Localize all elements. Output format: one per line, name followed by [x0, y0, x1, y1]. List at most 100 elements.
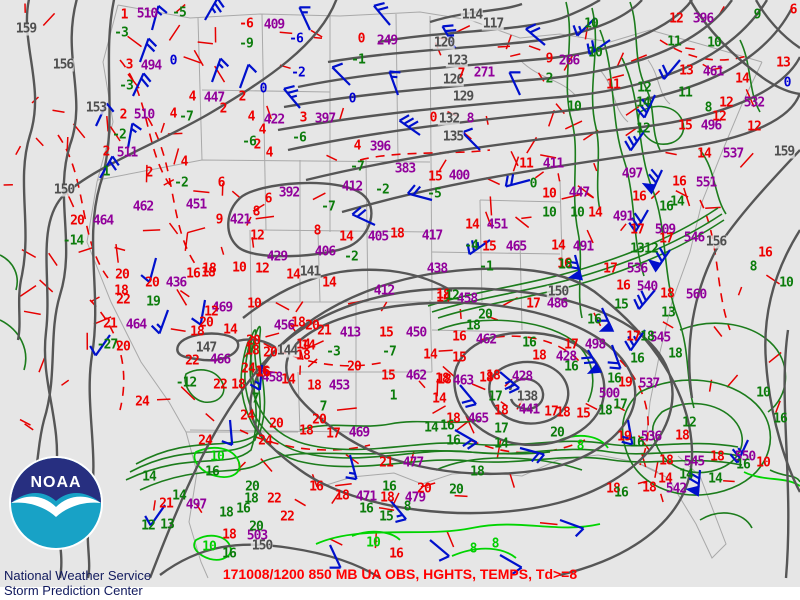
station-dewpoint-label: 7 [251, 391, 260, 407]
station-height-label: 417 [421, 228, 444, 244]
station-dewpoint-label: -7 [350, 159, 365, 175]
height-contour-label: 147 [194, 340, 217, 356]
station-height-label: 421 [229, 212, 252, 228]
station-height-label: 400 [448, 168, 471, 184]
station-temp-label: 20 [312, 412, 327, 428]
station-dewpoint-label: 14 [172, 488, 187, 504]
station-dewpoint-label: -7 [179, 109, 194, 125]
station-height-label: 266 [558, 53, 581, 69]
station-height-label: 456 [273, 318, 296, 334]
station-dewpoint-label: 11 [667, 34, 682, 50]
station-temp-label: 16 [389, 546, 404, 562]
station-temp-label: 4 [353, 138, 362, 154]
height-contour-label: 156 [51, 57, 74, 73]
station-dewpoint-label: 18 [558, 257, 573, 273]
station-height-label: 411 [542, 156, 565, 172]
station-temp-label: 2 [119, 107, 128, 123]
station-temp-label: 17 [630, 222, 645, 238]
station-dewpoint-label: 16 [607, 371, 622, 387]
station-temp-label: 18 [556, 405, 571, 421]
station-height-label: 451 [185, 197, 208, 213]
station-temp-label: 18 [390, 226, 405, 242]
station-temp-label: 16 [186, 266, 201, 282]
station-temp-label: 17 [564, 337, 579, 353]
station-temp-label: 20 [246, 333, 261, 349]
footer-line-nws: National Weather Service [4, 568, 152, 583]
height-contour-label: 141 [298, 264, 321, 280]
station-dewpoint-label: 14 [679, 467, 694, 483]
station-temp-label: 18 [436, 287, 451, 303]
station-temp-label: 19 [617, 429, 632, 445]
station-temp-label: 3 [299, 110, 308, 126]
station-temp-label: 18 [291, 315, 306, 331]
height-contour-label: 156 [704, 234, 727, 250]
station-temp-label: 24 [241, 361, 256, 377]
height-contour-label: 150 [52, 182, 75, 198]
station-dewpoint-label: 16 [587, 312, 602, 328]
station-temp-label: 18 [231, 377, 246, 393]
station-temp-label: 10 [232, 260, 247, 276]
height-contour-label: 117 [481, 16, 504, 32]
station-dewpoint-label: 14 [494, 436, 509, 452]
station-dewpoint-label: 16 [630, 351, 645, 367]
station-temp-label: 18 [335, 488, 350, 504]
station-temp-label: 12 [712, 109, 727, 125]
station-temp-label: -6 [239, 16, 254, 32]
station-height-label: 500 [598, 386, 621, 402]
station-temp-blue-label: 0 [348, 91, 357, 107]
station-temp-blue-label: 0 [259, 81, 268, 97]
station-height-label: 509 [654, 222, 677, 238]
station-dewpoint-label: 16 [205, 464, 220, 480]
station-dewpoint-label: 16 [659, 199, 674, 215]
station-temp-label: 14 [735, 71, 750, 87]
station-temp-label: 14 [301, 338, 316, 354]
station-temp-label: 18 [642, 480, 657, 496]
height-contour-label: 135 [441, 129, 464, 145]
dewpoint-contour-label: 8 [491, 536, 500, 552]
station-dewpoint-label: 20 [550, 425, 565, 441]
station-dewpoint-label: 13 [661, 305, 676, 321]
station-temp-label: 8 [313, 223, 322, 239]
station-temp-label: 10 [247, 296, 262, 312]
station-temp-label: 12 [747, 119, 762, 135]
station-temp-label: 9 [545, 51, 554, 67]
station-temp-label: 18 [307, 378, 322, 394]
station-temp-label: 0 [357, 31, 366, 47]
station-dewpoint-label: -6 [292, 130, 307, 146]
station-dewpoint-label: -27 [96, 337, 119, 353]
station-dewpoint-label: 14 [636, 95, 651, 111]
station-temp-label: 21 [159, 496, 174, 512]
station-temp-label: 8 [252, 204, 261, 220]
dewpoint-contour-label: 10 [210, 449, 225, 465]
station-dewpoint-label: -4 [464, 238, 479, 254]
station-temp-label: 14 [436, 290, 451, 306]
station-temp-label: 13 [679, 63, 694, 79]
station-height-label: 405 [367, 229, 390, 245]
station-height-label: 542 [665, 481, 688, 497]
height-contour-label: 123 [445, 53, 468, 69]
station-dewpoint-label: -2 [174, 175, 189, 191]
station-temp-label: 20 [116, 339, 131, 355]
station-dewpoint-label: 10 [567, 99, 582, 115]
station-height-label: 406 [314, 244, 337, 260]
station-temp-label: 18 [532, 348, 547, 364]
station-height-label: 536 [640, 429, 663, 445]
station-temp-label: 4 [180, 154, 189, 170]
station-dewpoint-label: 10 [542, 205, 557, 221]
station-dewpoint-label: 20 [249, 519, 264, 535]
station-dewpoint-label: -7 [321, 199, 336, 215]
station-temp-label: 20 [70, 213, 85, 229]
station-height-label: 551 [695, 175, 718, 191]
station-height-label: 465 [467, 411, 490, 427]
dewpoint-contour-label: 10 [202, 539, 217, 555]
station-dewpoint-label: 16 [736, 457, 751, 473]
station-temp-label: 14 [465, 217, 480, 233]
station-dewpoint-label: 17 [488, 389, 503, 405]
station-temp-label: 12 [250, 228, 265, 244]
station-dewpoint-label: 19 [146, 294, 161, 310]
station-dewpoint-label: -2 [375, 182, 390, 198]
station-height-label: 396 [369, 139, 392, 155]
station-dewpoint-label: 13 [160, 517, 175, 533]
station-dewpoint-label: -14 [62, 233, 85, 249]
